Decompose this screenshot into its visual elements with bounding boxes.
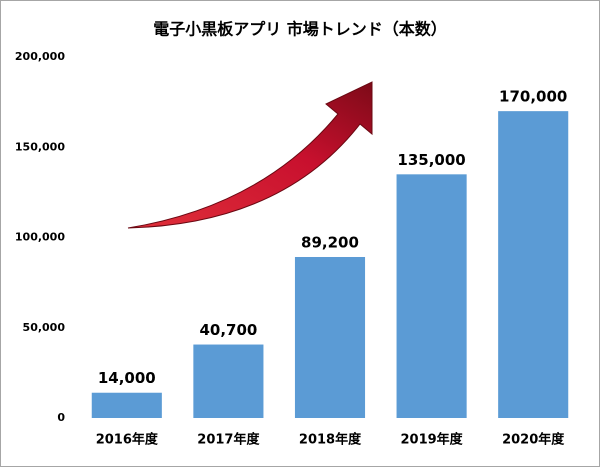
bar	[294, 256, 366, 418]
value-label: 135,000	[397, 151, 465, 169]
bar	[193, 344, 264, 418]
x-tick-label: 2020年度	[502, 432, 565, 448]
chart-title: 電子小黒板アプリ 市場トレンド（本数）	[153, 20, 447, 39]
value-label: 40,700	[199, 321, 257, 339]
bar	[91, 392, 162, 418]
trend-arrow	[127, 81, 373, 229]
bar	[396, 174, 467, 418]
x-tick-label: 2019年度	[401, 432, 464, 448]
value-label: 89,200	[301, 233, 359, 251]
x-tick-label: 2016年度	[96, 432, 159, 448]
y-tick-label: 200,000	[15, 50, 65, 63]
y-tick-label: 50,000	[23, 321, 66, 334]
x-tick-label: 2018年度	[299, 432, 362, 448]
value-label: 170,000	[499, 88, 567, 106]
y-tick-label: 100,000	[15, 231, 65, 244]
value-label: 14,000	[98, 369, 156, 387]
y-tick-label: 150,000	[15, 140, 65, 153]
x-tick-label: 2017年度	[197, 432, 260, 448]
bar	[498, 111, 569, 419]
y-tick-label: 0	[57, 411, 65, 424]
